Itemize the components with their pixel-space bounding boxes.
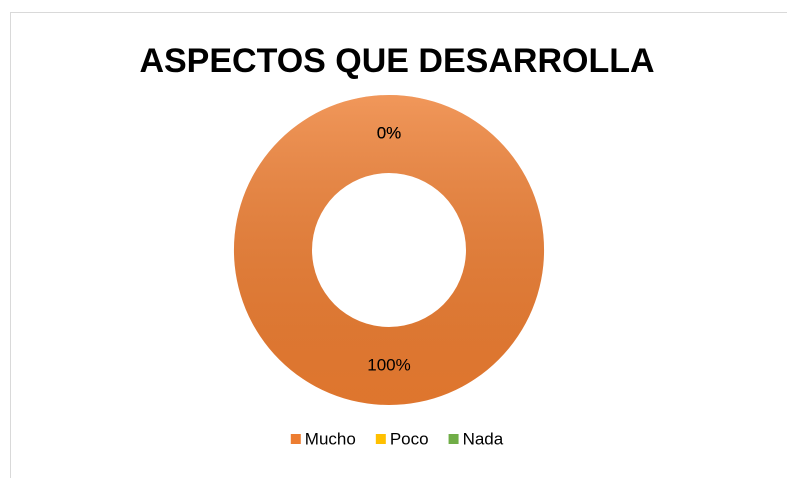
legend-label: Nada bbox=[463, 429, 504, 448]
data-label: 0% bbox=[377, 123, 402, 142]
legend-swatch bbox=[290, 434, 301, 444]
legend-swatch bbox=[375, 434, 386, 444]
data-label: 0% bbox=[377, 123, 402, 142]
legend-swatch bbox=[448, 434, 459, 444]
data-label: 100% bbox=[367, 355, 410, 374]
legend-label: Poco bbox=[390, 429, 429, 448]
chart-title: ASPECTOS QUE DESARROLLA bbox=[139, 42, 654, 80]
chart-frame bbox=[10, 12, 787, 478]
legend-label: Mucho bbox=[305, 429, 356, 448]
slice-shade bbox=[233, 94, 545, 406]
